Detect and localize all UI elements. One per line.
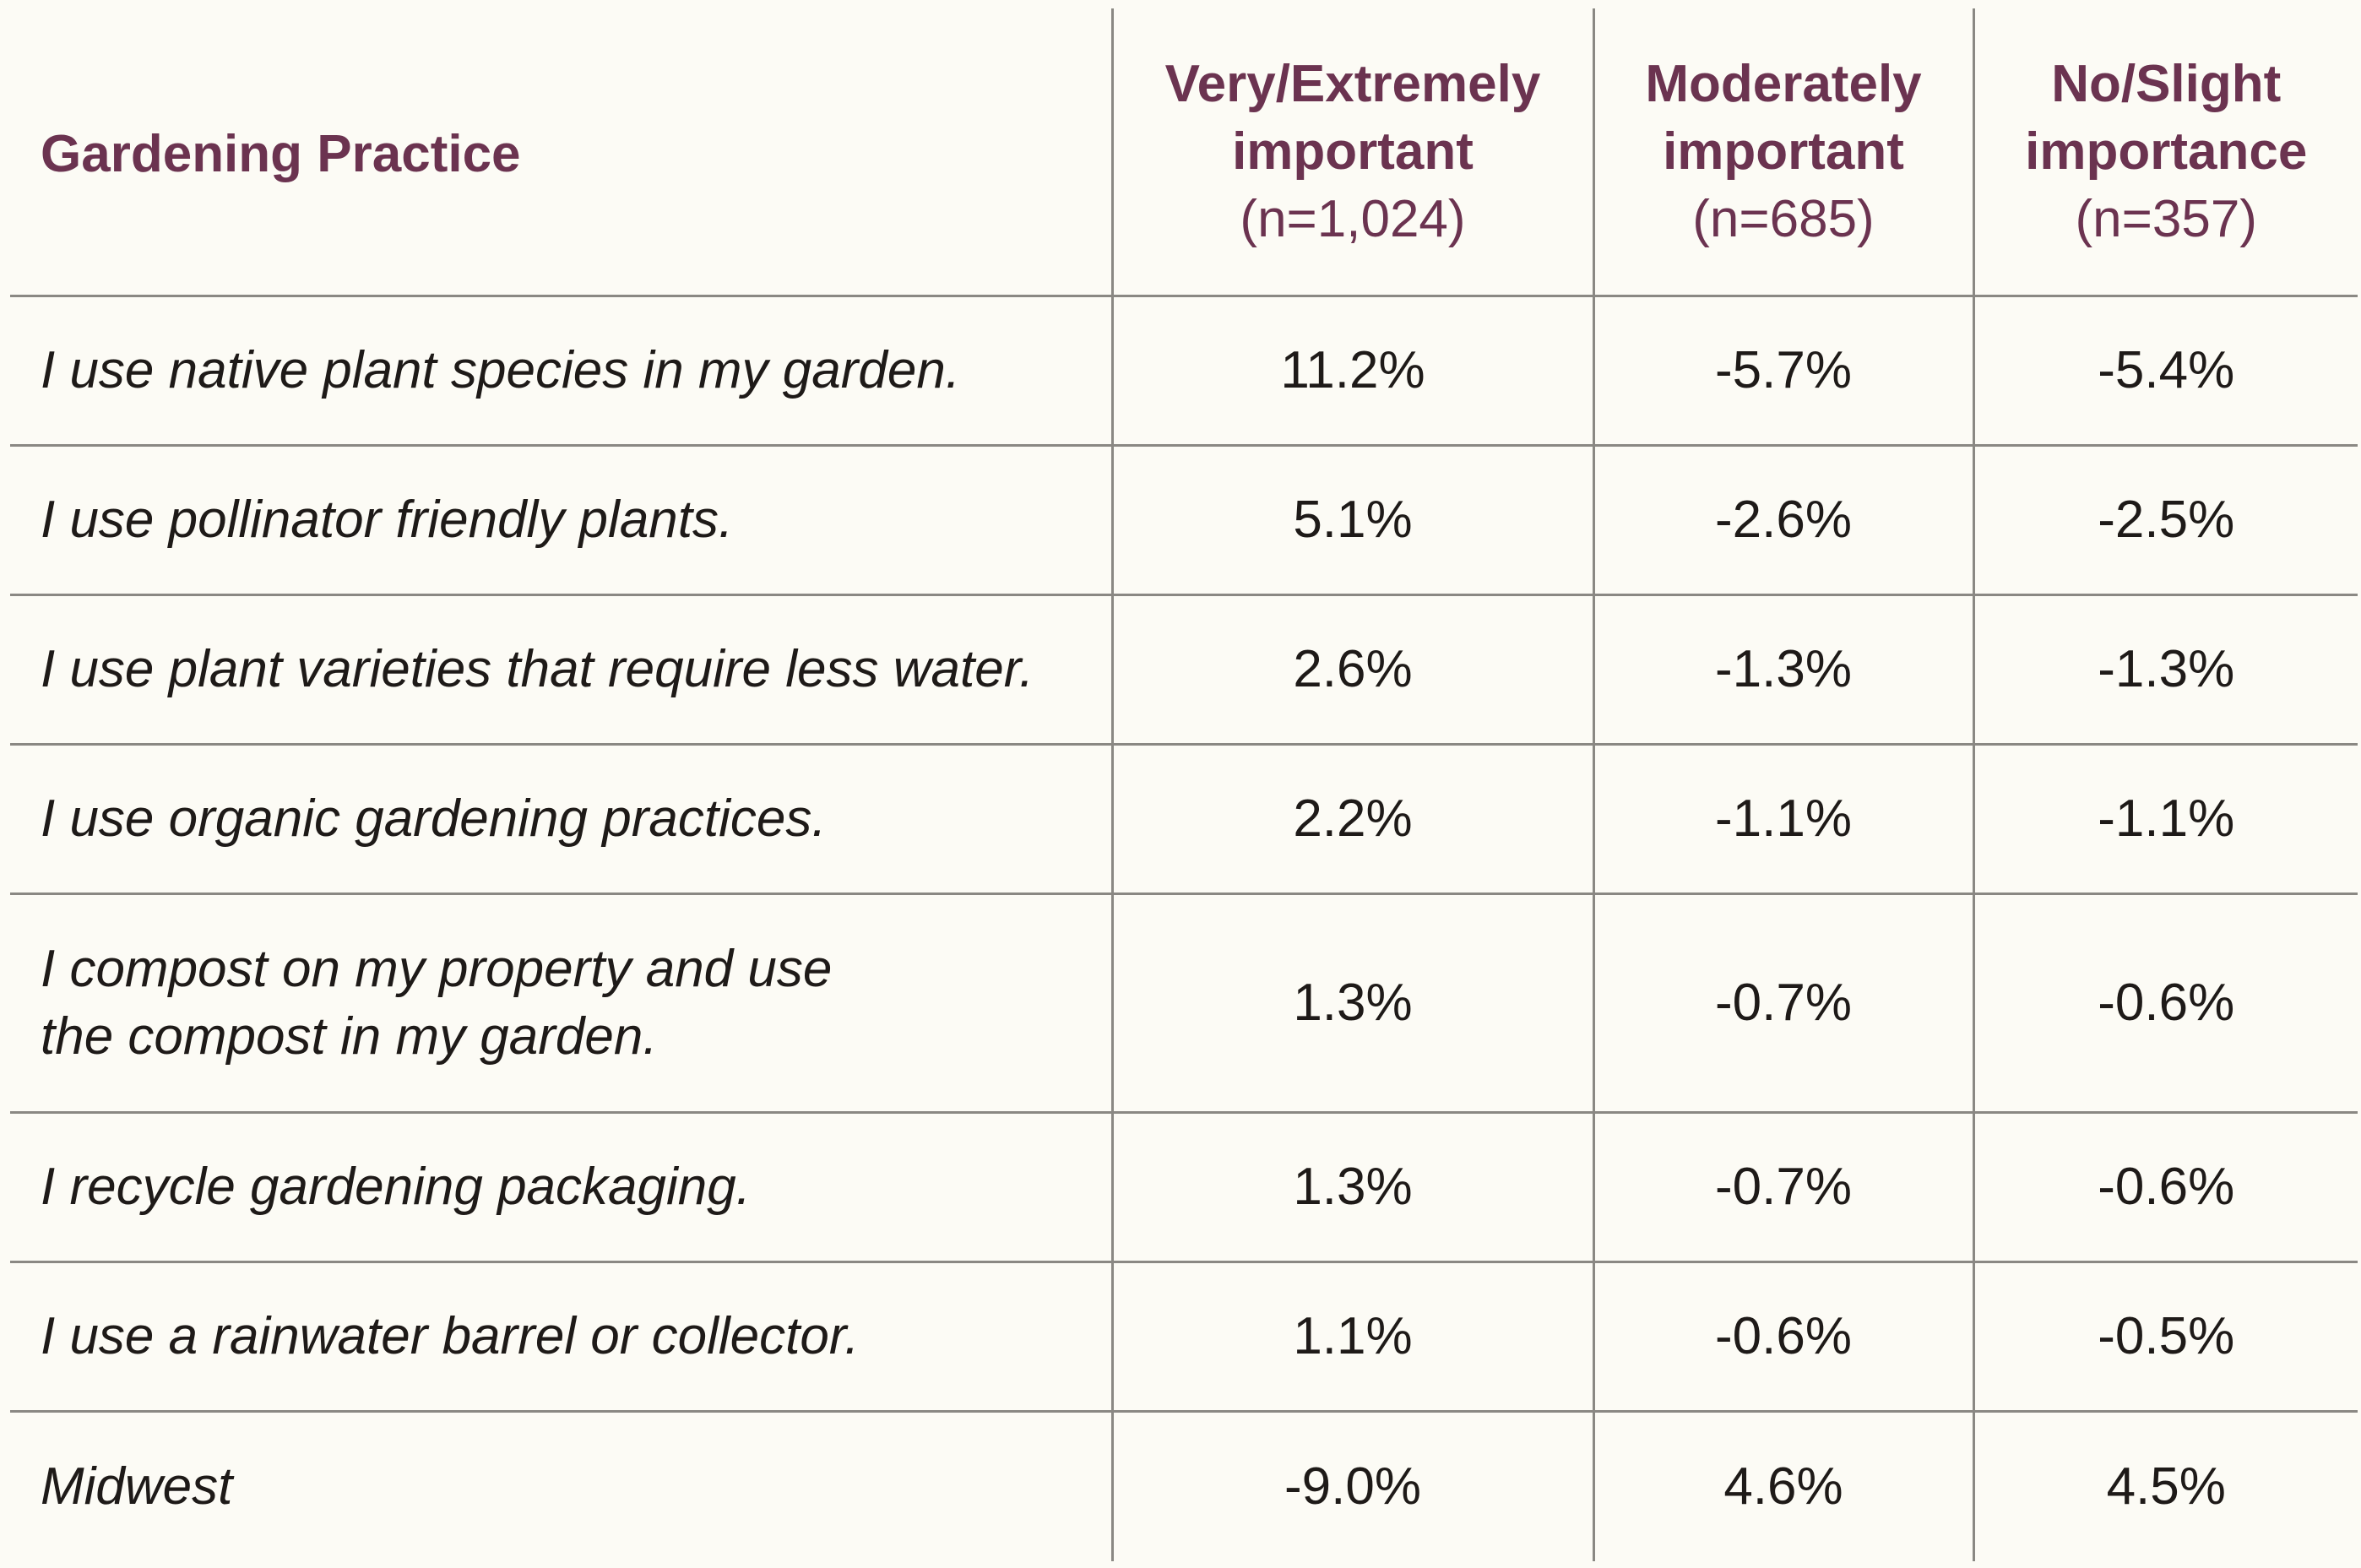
practice-cell: I use organic gardening practices.	[10, 744, 1112, 895]
header-very-extremely-important: Very/Extremely important (n=1,024)	[1110, 8, 1593, 297]
practice-text-line1: I compost on my property and use	[41, 940, 833, 998]
value-very-important: 1.3%	[1110, 893, 1593, 1114]
practice-text-line2: the compost in my garden.	[41, 1007, 658, 1066]
header-label-line2: importance	[2025, 122, 2308, 181]
practice-table-container: Gardening Practice Very/Extremely import…	[10, 8, 2358, 1561]
value-slight-importance: -0.6%	[1972, 893, 2358, 1114]
value-moderately-important: -0.7%	[1592, 1112, 1973, 1263]
value-slight-importance: -0.6%	[1972, 1112, 2358, 1263]
practice-cell: I recycle gardening packaging.	[10, 1112, 1112, 1263]
practice-text: I use plant varieties that require less …	[41, 640, 1034, 698]
value-moderately-important: -0.6%	[1592, 1261, 1973, 1413]
header-label-line2: important	[1232, 122, 1474, 181]
practice-text: I use a rainwater barrel or collector.	[41, 1307, 860, 1365]
value-very-important: 11.2%	[1110, 296, 1593, 447]
table-row: I use pollinator friendly plants. 5.1% -…	[10, 445, 2358, 596]
value-moderately-important: -2.6%	[1592, 445, 1973, 596]
practice-text: I use native plant species in my garden.	[41, 341, 961, 399]
header-no-slight-importance: No/Slight importance (n=357)	[1972, 8, 2358, 297]
practice-cell: I use a rainwater barrel or collector.	[10, 1261, 1112, 1413]
value-very-important: 5.1%	[1110, 445, 1593, 596]
table-row: I recycle gardening packaging. 1.3% -0.7…	[10, 1112, 2358, 1263]
practice-cell: I use pollinator friendly plants.	[10, 445, 1112, 596]
value-moderately-important: -1.1%	[1592, 744, 1973, 895]
header-sample-size: (n=357)	[2075, 189, 2257, 248]
value-moderately-important: -5.7%	[1592, 296, 1973, 447]
table-row: I use a rainwater barrel or collector. 1…	[10, 1261, 2358, 1413]
practice-text: I recycle gardening packaging.	[41, 1158, 751, 1216]
table-row: I use organic gardening practices. 2.2% …	[10, 744, 2358, 895]
header-moderately-important: Moderately important (n=685)	[1592, 8, 1973, 297]
value-slight-importance: -2.5%	[1972, 445, 2358, 596]
header-label-line1: Moderately	[1645, 54, 1922, 113]
gardening-practice-table: Gardening Practice Very/Extremely import…	[10, 8, 2358, 1561]
practice-cell: I use plant varieties that require less …	[10, 594, 1112, 746]
header-sample-size: (n=1,024)	[1240, 189, 1466, 248]
value-very-important: -9.0%	[1110, 1411, 1593, 1561]
table-header-row: Gardening Practice Very/Extremely import…	[10, 8, 2358, 297]
table-row: I compost on my property and use the com…	[10, 893, 2358, 1114]
practice-cell: Midwest	[10, 1412, 1112, 1562]
header-label-line1: No/Slight	[2051, 54, 2282, 113]
value-slight-importance: -1.3%	[1972, 594, 2358, 746]
value-very-important: 2.6%	[1110, 594, 1593, 746]
value-slight-importance: -5.4%	[1972, 296, 2358, 447]
header-sample-size: (n=685)	[1692, 189, 1875, 248]
value-moderately-important: 4.6%	[1592, 1411, 1973, 1561]
practice-text: Midwest	[41, 1457, 233, 1516]
value-very-important: 1.1%	[1110, 1261, 1593, 1413]
header-gardening-practice: Gardening Practice	[10, 8, 1112, 297]
practice-cell: I use native plant species in my garden.	[10, 296, 1112, 447]
table-row: I use plant varieties that require less …	[10, 594, 2358, 746]
value-very-important: 1.3%	[1110, 1112, 1593, 1263]
value-slight-importance: -1.1%	[1972, 744, 2358, 895]
value-slight-importance: -0.5%	[1972, 1261, 2358, 1413]
value-moderately-important: -0.7%	[1592, 893, 1973, 1114]
header-label-line1: Very/Extremely	[1164, 54, 1541, 113]
practice-text: I use organic gardening practices.	[41, 789, 827, 848]
practice-cell: I compost on my property and use the com…	[10, 893, 1112, 1114]
value-very-important: 2.2%	[1110, 744, 1593, 895]
table-row: I use native plant species in my garden.…	[10, 296, 2358, 447]
header-label-line2: important	[1663, 122, 1904, 181]
value-slight-importance: 4.5%	[1972, 1411, 2358, 1561]
table-row: Midwest -9.0% 4.6% 4.5%	[10, 1411, 2358, 1562]
value-moderately-important: -1.3%	[1592, 594, 1973, 746]
practice-text: I use pollinator friendly plants.	[41, 491, 734, 549]
